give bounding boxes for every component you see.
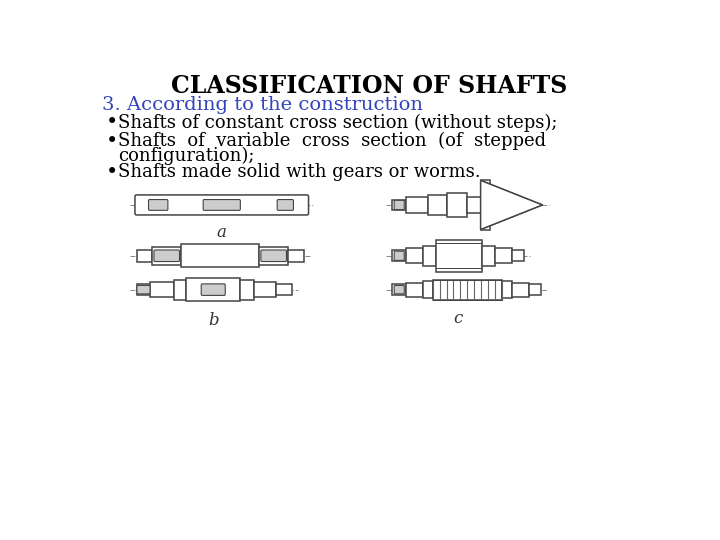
Bar [259, 247, 289, 265]
Text: configuration);: configuration); [118, 146, 254, 165]
Bar [423, 246, 436, 266]
Bar [240, 280, 254, 300]
Polygon shape [481, 180, 543, 230]
Text: •: • [106, 132, 118, 151]
Text: 3. According to the construction: 3. According to the construction [102, 96, 423, 113]
Bar [467, 197, 481, 213]
FancyBboxPatch shape [201, 284, 225, 295]
Text: a: a [217, 224, 227, 241]
FancyBboxPatch shape [203, 200, 240, 211]
Bar [406, 283, 423, 296]
Bar [482, 246, 495, 266]
Bar [406, 248, 423, 264]
Bar [406, 197, 428, 213]
Bar [276, 284, 292, 295]
Text: c: c [454, 310, 463, 327]
Bar [433, 280, 503, 300]
Bar [392, 200, 406, 211]
Bar [528, 284, 541, 295]
FancyBboxPatch shape [394, 286, 404, 294]
Bar [137, 284, 150, 295]
Bar [186, 278, 240, 301]
Bar [174, 280, 186, 300]
Text: Shafts made solid with gears or worms.: Shafts made solid with gears or worms. [118, 164, 480, 181]
Bar [152, 247, 181, 265]
Text: •: • [106, 164, 118, 183]
FancyBboxPatch shape [394, 251, 404, 260]
Bar [137, 249, 152, 262]
Bar [254, 282, 276, 298]
Bar [503, 281, 512, 298]
Bar [495, 248, 512, 264]
Bar [446, 193, 467, 217]
Text: Shafts of constant cross section (without steps);: Shafts of constant cross section (withou… [118, 113, 557, 132]
FancyBboxPatch shape [154, 250, 179, 261]
Bar [289, 249, 304, 262]
Bar [392, 284, 406, 295]
FancyBboxPatch shape [137, 286, 150, 294]
Bar [423, 281, 433, 298]
Text: •: • [106, 113, 118, 132]
Bar [512, 251, 524, 261]
Bar [481, 180, 490, 230]
FancyBboxPatch shape [135, 195, 309, 215]
Bar [392, 251, 406, 261]
FancyBboxPatch shape [394, 200, 404, 210]
Text: b: b [209, 312, 220, 329]
Bar [428, 195, 446, 215]
FancyBboxPatch shape [261, 250, 287, 261]
FancyBboxPatch shape [277, 200, 294, 211]
Bar [150, 282, 174, 298]
FancyBboxPatch shape [148, 200, 168, 211]
Text: CLASSIFICATION OF SHAFTS: CLASSIFICATION OF SHAFTS [171, 74, 567, 98]
Bar [181, 244, 259, 267]
Bar [436, 240, 482, 272]
Text: Shafts  of  variable  cross  section  (of  stepped: Shafts of variable cross section (of ste… [118, 132, 546, 150]
Bar [512, 283, 528, 296]
